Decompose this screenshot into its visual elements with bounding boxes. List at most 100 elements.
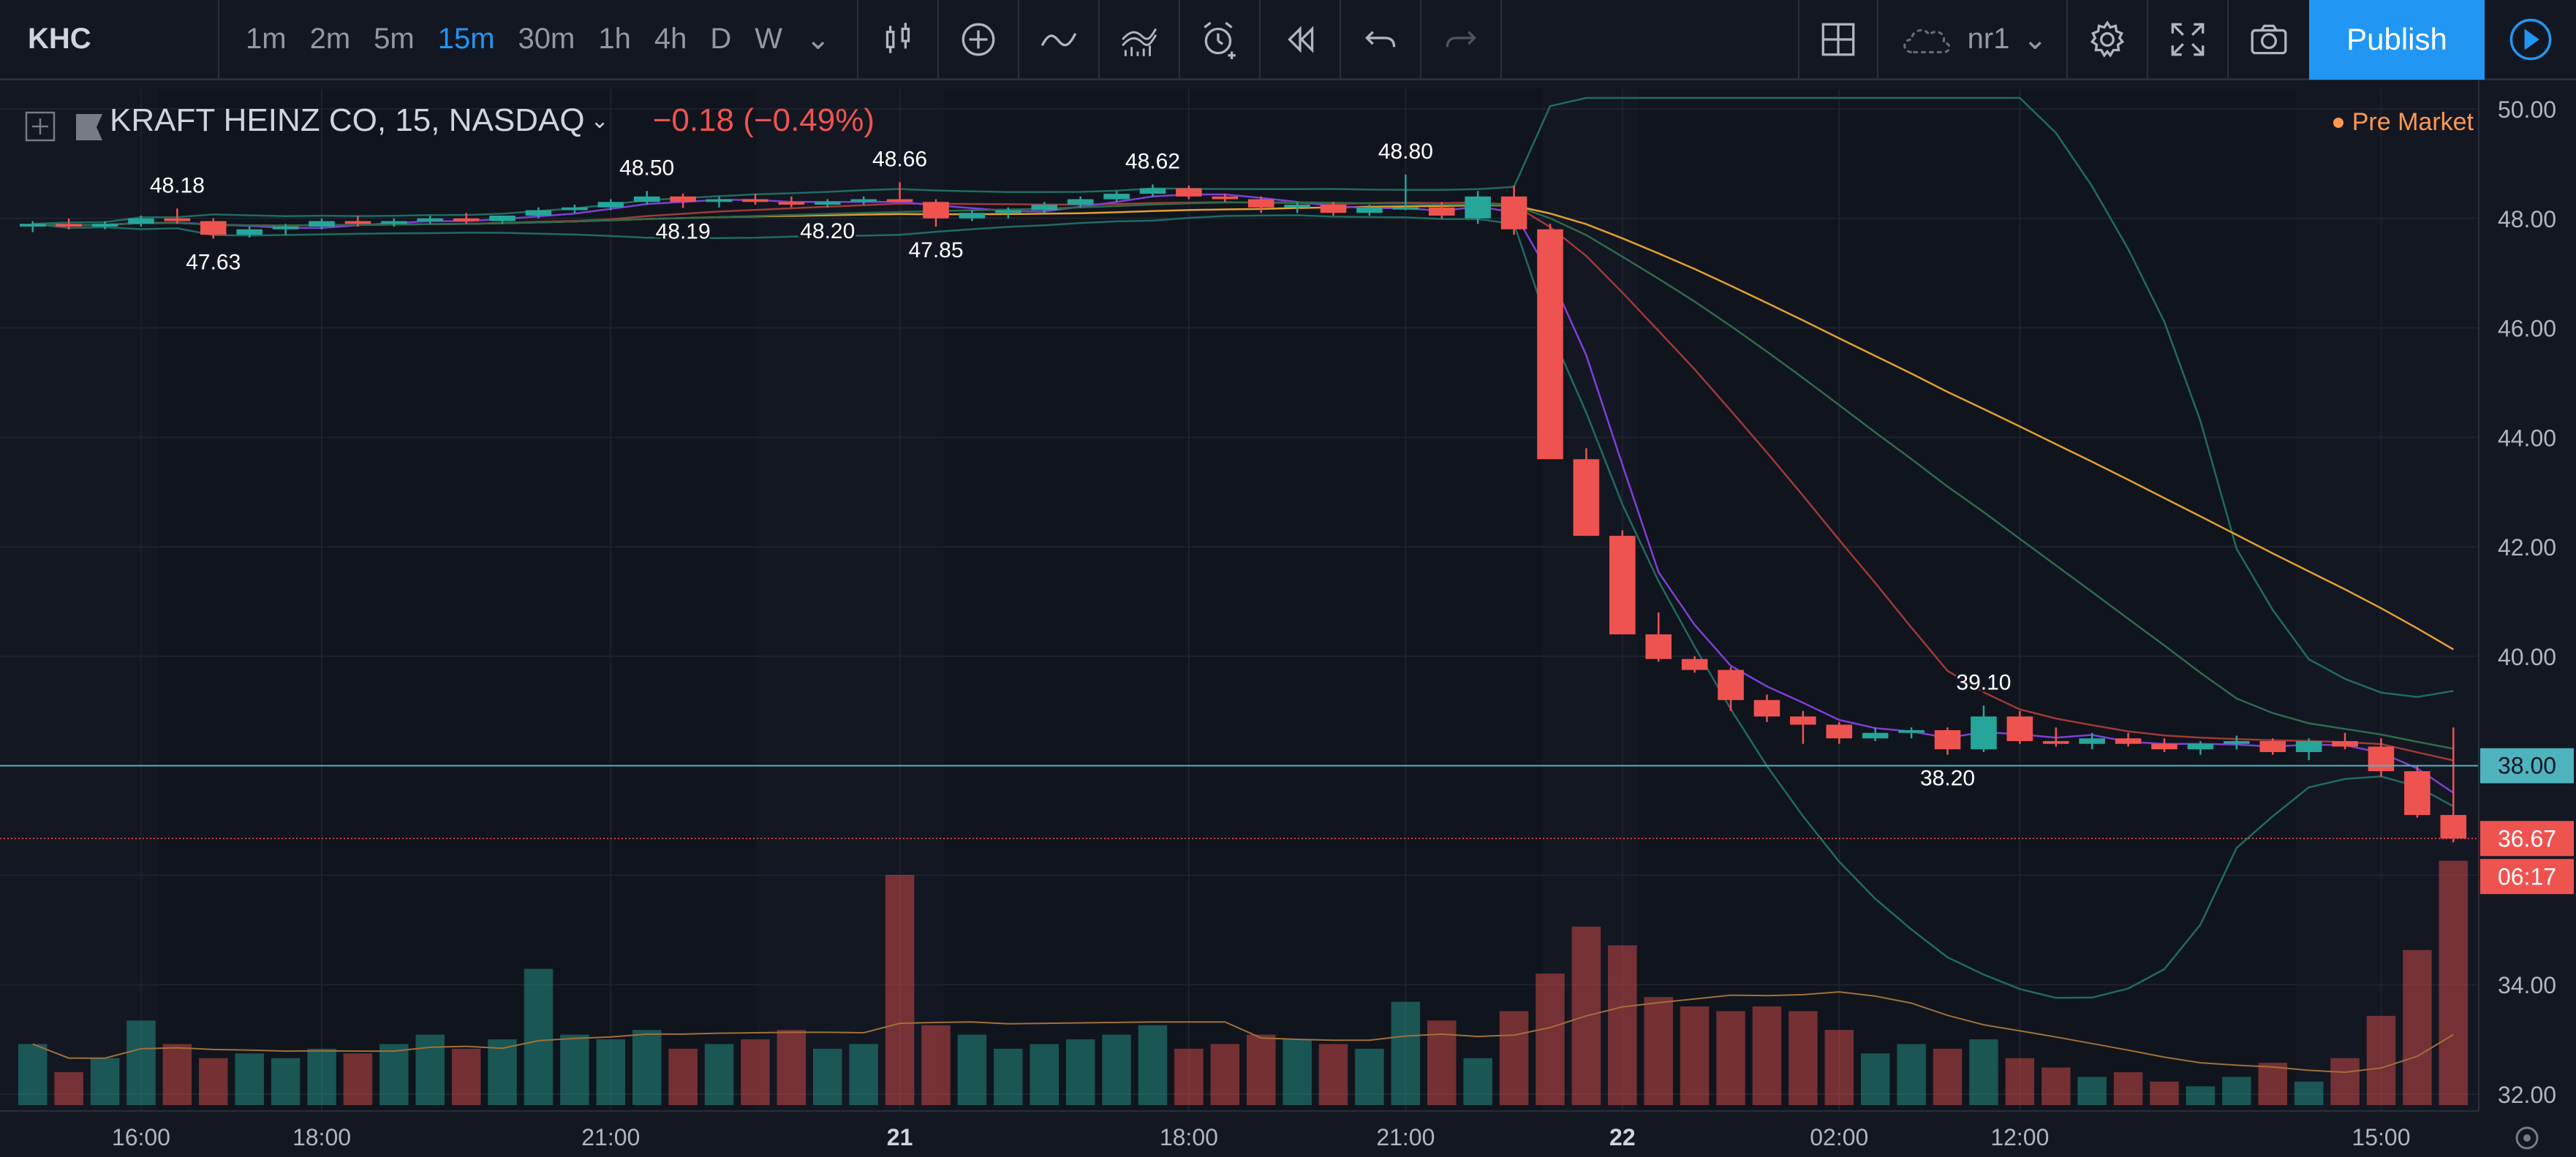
volume-bar xyxy=(2041,1067,2071,1105)
candles xyxy=(19,174,2467,843)
candle-body xyxy=(128,218,154,224)
candle-body xyxy=(56,224,82,227)
candle-body xyxy=(1826,724,1853,739)
volume-bar xyxy=(1355,1048,1384,1105)
volume-bar xyxy=(596,1039,626,1105)
chart-legend: KRAFT HEINZ CO, 15, NASDAQ ⌄ −0.18 (−0.4… xyxy=(110,102,875,139)
interval-W[interactable]: W xyxy=(755,23,783,55)
volume-bar xyxy=(1246,1034,1276,1105)
h-line-label-text: 38.00 xyxy=(2498,753,2556,779)
candle-body xyxy=(1862,732,1889,739)
time-tick-label: 21:00 xyxy=(581,1124,640,1150)
price-tick-label: 40.00 xyxy=(2498,644,2556,670)
symbol-search-button[interactable]: KHC xyxy=(0,0,219,80)
undo-icon[interactable] xyxy=(1341,0,1421,80)
symbol-flag-icon[interactable] xyxy=(76,114,102,140)
volume-bar xyxy=(2258,1063,2287,1105)
volume-bar xyxy=(1536,974,1565,1105)
legend-symbol-title[interactable]: KRAFT HEINZ CO, 15, NASDAQ xyxy=(110,102,585,138)
h-line-label-bg xyxy=(2480,748,2574,784)
candle-body xyxy=(344,221,371,224)
price-annotation-label: 48.80 xyxy=(1378,140,1433,164)
volume-bar xyxy=(1608,945,1637,1105)
volume-bar xyxy=(777,1030,807,1105)
candle-body xyxy=(597,202,624,208)
candle-body xyxy=(1790,716,1816,725)
replay-icon[interactable] xyxy=(1261,0,1341,80)
candle-body xyxy=(1356,207,1383,213)
volume-bar xyxy=(488,1039,517,1105)
candle-body xyxy=(1645,634,1672,659)
time-tick-label: 18:00 xyxy=(292,1124,351,1150)
candle-body xyxy=(2332,740,2358,747)
volume-bar xyxy=(2439,860,2469,1105)
volume-bar xyxy=(235,1053,264,1105)
candle-body xyxy=(2151,743,2177,750)
ma-green-line xyxy=(32,201,2454,750)
time-tick-label: 18:00 xyxy=(1160,1124,1218,1150)
candle-body xyxy=(1681,659,1708,670)
candle-body xyxy=(1718,669,1744,700)
candles-style-icon[interactable] xyxy=(858,0,939,80)
fullscreen-icon[interactable] xyxy=(2148,0,2229,80)
interval-1m[interactable]: 1m xyxy=(246,23,287,55)
interval-30m[interactable]: 30m xyxy=(518,23,575,55)
candle-body xyxy=(923,202,949,219)
time-tick-label: 02:00 xyxy=(1810,1124,1868,1150)
interval-2m[interactable]: 2m xyxy=(309,23,351,55)
interval-1h[interactable]: 1h xyxy=(598,23,631,55)
redo-icon[interactable] xyxy=(1421,0,1502,80)
legend-chevron-down-icon[interactable]: ⌄ xyxy=(590,108,609,133)
price-tick-label: 42.00 xyxy=(2498,534,2556,561)
time-ticks: 16:00 18:00 21:00 21 18:00 21:00 22 02:00 12:00 1… xyxy=(112,1124,2411,1150)
publish-button[interactable]: Publish xyxy=(2309,0,2485,80)
candle-body xyxy=(19,224,46,227)
play-icon[interactable] xyxy=(2485,0,2576,80)
volume-bar xyxy=(1065,1039,1095,1105)
legend-expand-icon[interactable] xyxy=(25,111,56,142)
interval-15m[interactable]: 15m xyxy=(437,23,495,55)
interval-4h[interactable]: 4h xyxy=(654,23,687,55)
volume-bar xyxy=(1102,1034,1131,1105)
volume-bar xyxy=(2186,1086,2216,1105)
alert-clock-icon[interactable] xyxy=(1180,0,1261,80)
volume-bar xyxy=(524,968,554,1105)
toolbar-spacer xyxy=(1502,0,1798,80)
cloud-layout-selector[interactable]: nr1 ⌄ xyxy=(1878,0,2068,80)
interval-dropdown-chevron-icon[interactable]: ⌄ xyxy=(806,23,831,56)
volume-bar xyxy=(1897,1044,1926,1105)
candle-body xyxy=(633,196,660,202)
price-annotation-label: 39.10 xyxy=(1956,670,2011,694)
volume-bar xyxy=(379,1044,409,1105)
time-axis[interactable] xyxy=(0,1111,2576,1157)
price-tick-label: 50.00 xyxy=(2498,96,2556,123)
candle-body xyxy=(200,221,227,235)
time-tick-label: 16:00 xyxy=(112,1124,170,1150)
candle-body xyxy=(272,226,299,229)
volume-bar xyxy=(1716,1011,1745,1105)
indicators-icon[interactable] xyxy=(1019,0,1100,80)
volume-bar xyxy=(1789,1011,1818,1105)
layout-grid-icon[interactable] xyxy=(1797,0,1878,80)
price-chart[interactable]: 48.18 47.63 48.50 48.19 48.20 48.66 47.85 48.62… xyxy=(0,80,2576,1157)
grid-lines xyxy=(0,89,2479,1111)
price-annotation-label: 48.20 xyxy=(800,219,855,243)
axis-settings-gear-icon[interactable] xyxy=(2515,1126,2539,1150)
interval-5m[interactable]: 5m xyxy=(374,23,415,55)
compare-add-icon[interactable] xyxy=(939,0,1019,80)
snapshot-camera-icon[interactable] xyxy=(2229,0,2309,80)
volume-bar xyxy=(1174,1048,1204,1105)
price-axis[interactable] xyxy=(2479,80,2576,1111)
interval-D[interactable]: D xyxy=(710,23,732,55)
candle-body xyxy=(995,210,1021,213)
financials-icon[interactable] xyxy=(1100,0,1180,80)
candle-body xyxy=(670,196,696,202)
volume-ma-line xyxy=(32,991,2454,1074)
time-tick-label: 12:00 xyxy=(1990,1124,2049,1150)
volume-bar xyxy=(668,1048,698,1105)
candle-body xyxy=(525,210,552,216)
candle-body xyxy=(778,202,805,205)
chart-pane[interactable]: 48.18 47.63 48.50 48.19 48.20 48.66 47.85 48.62… xyxy=(0,80,2576,1157)
volume-bar xyxy=(632,1030,662,1105)
settings-gear-icon[interactable] xyxy=(2068,0,2148,80)
